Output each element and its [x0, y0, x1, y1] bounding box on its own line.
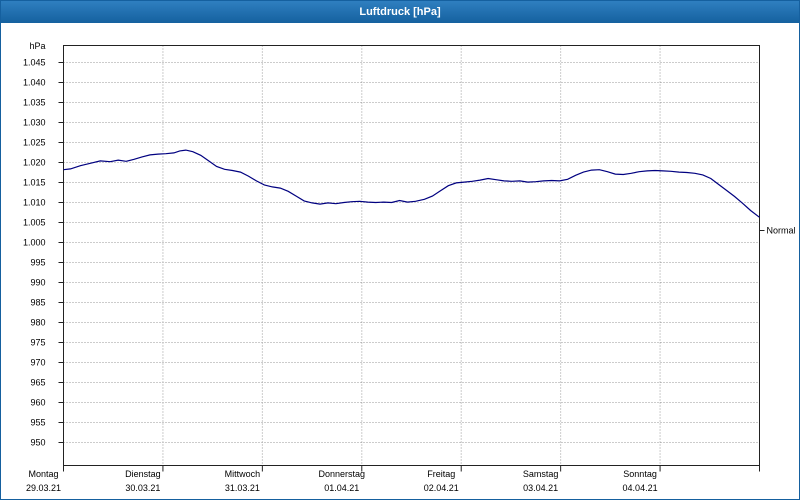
- y-tick-label: 985: [30, 298, 45, 308]
- window-title-bar[interactable]: Luftdruck [hPa]: [1, 1, 799, 23]
- x-tick-day-label: Sonntag: [623, 469, 657, 479]
- y-tick-label: 975: [30, 338, 45, 348]
- x-tick-date-label: 31.03.21: [225, 483, 260, 493]
- y-tick-label: 1.000: [23, 238, 46, 248]
- y-tick-label: 970: [30, 358, 45, 368]
- x-tick-day-label: Dienstag: [125, 469, 161, 479]
- y-tick-label: 1.005: [23, 218, 46, 228]
- y-tick-label: 995: [30, 258, 45, 268]
- pressure-chart: 1.045 1.040 1.035 1.030 1.025 1.020 1.015 1.010…: [23, 41, 796, 493]
- y-tick-label: 960: [30, 398, 45, 408]
- y-tick-label: 990: [30, 278, 45, 288]
- x-tick-date-label: 30.03.21: [125, 483, 160, 493]
- window-title: Luftdruck [hPa]: [359, 6, 441, 18]
- y-tick-label: 950: [30, 438, 45, 448]
- x-tick-date-label: 03.04.21: [523, 483, 558, 493]
- x-tick-date-label: 04.04.21: [623, 483, 658, 493]
- y-tick-label: 1.045: [23, 58, 46, 68]
- y-tick-label: 1.020: [23, 158, 46, 168]
- x-tick-day-label: Freitag: [427, 469, 455, 479]
- y-tick-label: 980: [30, 318, 45, 328]
- y-tick-label: 1.010: [23, 198, 46, 208]
- chart-area: 1.045 1.040 1.035 1.030 1.025 1.020 1.015 1.010…: [1, 23, 799, 499]
- x-tick-date-label: 29.03.21: [26, 483, 61, 493]
- y-tick-label: 1.040: [23, 78, 46, 88]
- pressure-line: [63, 149, 760, 218]
- y-tick-label: 955: [30, 418, 45, 428]
- x-tick-date-label: 02.04.21: [424, 483, 459, 493]
- x-tick-date-label: 01.04.21: [324, 483, 359, 493]
- y-tick-label: 1.035: [23, 98, 46, 108]
- y-tick-label: 1.025: [23, 138, 46, 148]
- normal-marker-label: Normal: [767, 226, 796, 236]
- x-tick-day-label: Donnerstag: [319, 469, 366, 479]
- y-tick-label: 1.030: [23, 118, 46, 128]
- x-tick-day-label: Montag: [28, 469, 58, 479]
- plot-border: [63, 45, 760, 466]
- y-axis-unit-label: hPa: [29, 41, 45, 51]
- y-tick-label: 1.015: [23, 178, 46, 188]
- x-tick-day-label: Mittwoch: [225, 469, 261, 479]
- y-tick-label: 965: [30, 378, 45, 388]
- x-tick-day-label: Samstag: [523, 469, 559, 479]
